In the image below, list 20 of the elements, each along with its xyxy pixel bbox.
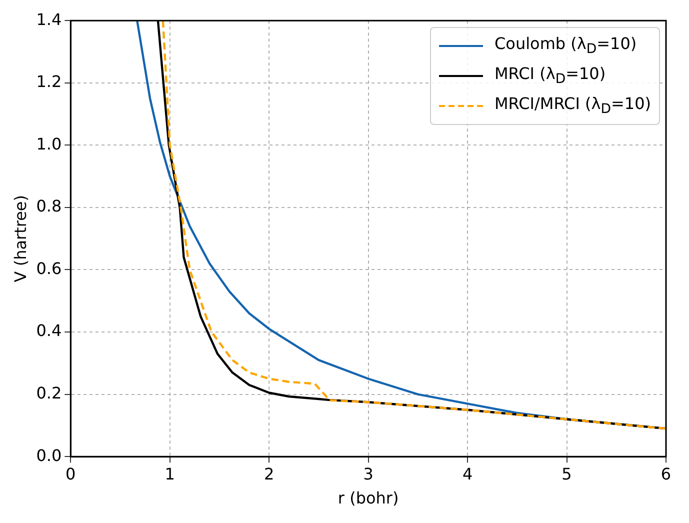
x-tick-label: 6 xyxy=(660,464,672,484)
x-tick-label: 4 xyxy=(462,464,473,484)
y-tick-label: 0.0 xyxy=(36,446,62,465)
x-tick-label: 1 xyxy=(164,464,175,484)
y-tick-label: 0.4 xyxy=(36,321,62,340)
y-tick-label: 1.0 xyxy=(36,134,62,154)
legend-label: Coulomb (λ$_{D}$=10) xyxy=(494,34,637,58)
y-tick-label: 0.6 xyxy=(36,258,62,278)
y-tick-label: 1.4 xyxy=(36,10,62,29)
legend-label: MRCI (λ$_{D}$=10) xyxy=(494,64,606,88)
y-tick-label: 1.2 xyxy=(36,72,62,92)
x-axis-title: r (bohr) xyxy=(338,488,399,508)
x-tick-label: 2 xyxy=(264,464,274,484)
x-tick-label: 5 xyxy=(562,464,572,484)
x-tick-label: 0 xyxy=(66,464,76,484)
x-tick-label: 3 xyxy=(363,464,374,484)
y-tick-label: 0.8 xyxy=(36,196,62,216)
legend-label: MRCI/MRCI (λ$_{D}$=10) xyxy=(494,94,651,118)
y-tick-label: 0.2 xyxy=(36,383,62,402)
y-axis-title: V (hartree) xyxy=(10,194,30,282)
